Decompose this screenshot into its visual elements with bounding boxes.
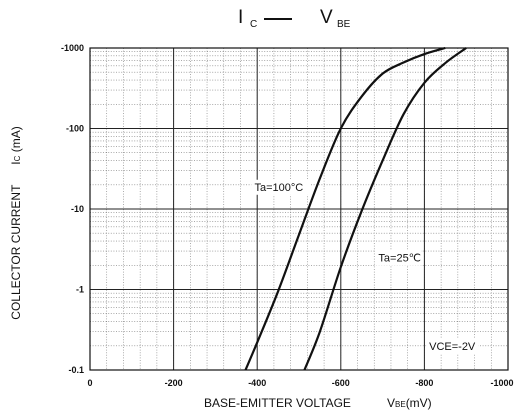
annotation-label: Ta=100°C	[255, 182, 304, 194]
chart-annotations: Ta=100°C Ta=25℃ VCE=-2V	[251, 179, 479, 354]
title-dash	[264, 18, 292, 20]
annotation-bg	[251, 179, 311, 195]
x-axis-label-symbol: VBE(mV)	[387, 396, 432, 410]
plot-frame	[89, 47, 509, 371]
x-axis-label-main: BASE-EMITTER VOLTAGE	[204, 396, 351, 410]
annotation-label: Ta=25℃	[378, 252, 421, 264]
x-axis-label-unit: (mV)	[405, 396, 432, 410]
x-axis-label-subscript: BE	[395, 400, 406, 409]
x-tick-label: -400	[248, 378, 266, 388]
x-axis-label-v: V	[387, 396, 396, 410]
x-tick-label: 0	[87, 378, 92, 388]
annotation-bg	[426, 338, 479, 354]
series-lines	[244, 46, 467, 371]
series-line-1	[303, 47, 467, 371]
title-ic-subscript: C	[250, 19, 258, 30]
x-tick-label: -1000	[490, 378, 513, 388]
annotation-bg	[375, 250, 422, 266]
x-tick-label: -800	[415, 378, 433, 388]
tick-labels: 0 -200 -400 -600 -800 -1000 -1000 -100 -10 -1 -0.1	[61, 43, 514, 388]
major-grid	[90, 48, 508, 370]
x-tick-label: -600	[332, 378, 350, 388]
y-tick-label: -10	[71, 204, 84, 214]
title-vbe-subscript: BE	[337, 19, 351, 30]
title-ic: I	[238, 7, 244, 28]
series-line-0	[244, 46, 446, 371]
chart-title: I C V BE	[0, 4, 521, 36]
annotation-label: VCE=-2V	[429, 341, 476, 353]
y-tick-label: -1000	[61, 43, 84, 53]
y-tick-label: -100	[66, 124, 84, 134]
x-tick-label: -200	[165, 378, 183, 388]
title-vbe: V	[320, 7, 333, 28]
y-tick-label: -0.1	[68, 365, 84, 375]
y-tick-label: -1	[76, 285, 84, 295]
